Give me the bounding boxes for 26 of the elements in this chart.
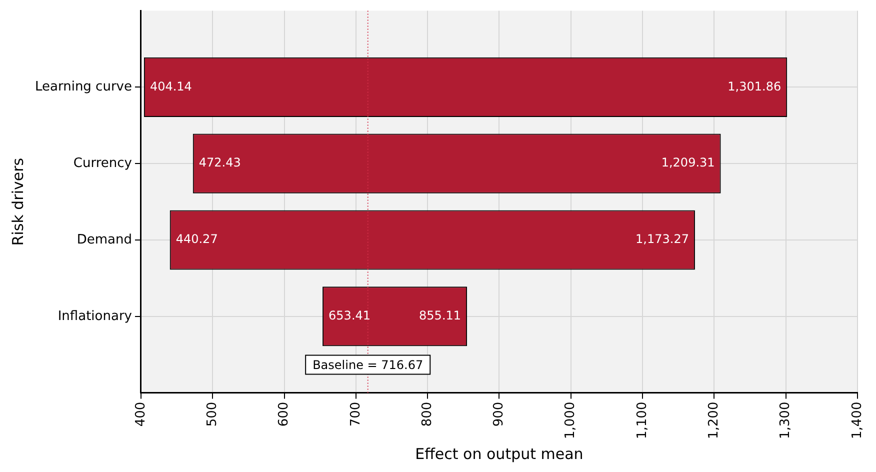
- annotation: 855.11: [419, 308, 462, 323]
- x-tick-label: 500: [205, 402, 220, 427]
- x-tick-label: 1,000: [563, 402, 578, 439]
- x-tick-label: 1,400: [850, 402, 865, 439]
- y-tick-label: Inflationary: [58, 308, 132, 324]
- annotation: 440.27: [176, 232, 218, 246]
- annotation: 404.14: [150, 79, 192, 94]
- annotation: 472.43: [198, 156, 241, 170]
- y-tick-label: Demand: [76, 232, 132, 248]
- x-tick-label: 1,200: [706, 402, 722, 439]
- annotation: 1,173.27: [636, 232, 689, 246]
- y-tick-label: Learning curve: [34, 80, 132, 95]
- x-tick-label: 700: [348, 402, 364, 427]
- annotation: 653.41: [328, 308, 371, 323]
- y-tick-label: Currency: [73, 156, 132, 171]
- x-tick-label: 800: [420, 402, 435, 427]
- x-axis-title: Effect on output mean: [415, 444, 584, 463]
- y-axis-title: Risk drivers: [8, 158, 27, 246]
- x-tick-label: 600: [276, 402, 292, 427]
- annotation: 1,209.31: [661, 156, 715, 170]
- x-tick-label: 1,300: [778, 402, 794, 439]
- annotation: 1,301.86: [728, 79, 782, 94]
- x-tick-label: 1,100: [634, 402, 650, 439]
- x-tick-label: 900: [492, 402, 507, 427]
- x-tick-label: 400: [133, 402, 148, 427]
- ref-line-label: Baseline = 716.67: [312, 358, 424, 372]
